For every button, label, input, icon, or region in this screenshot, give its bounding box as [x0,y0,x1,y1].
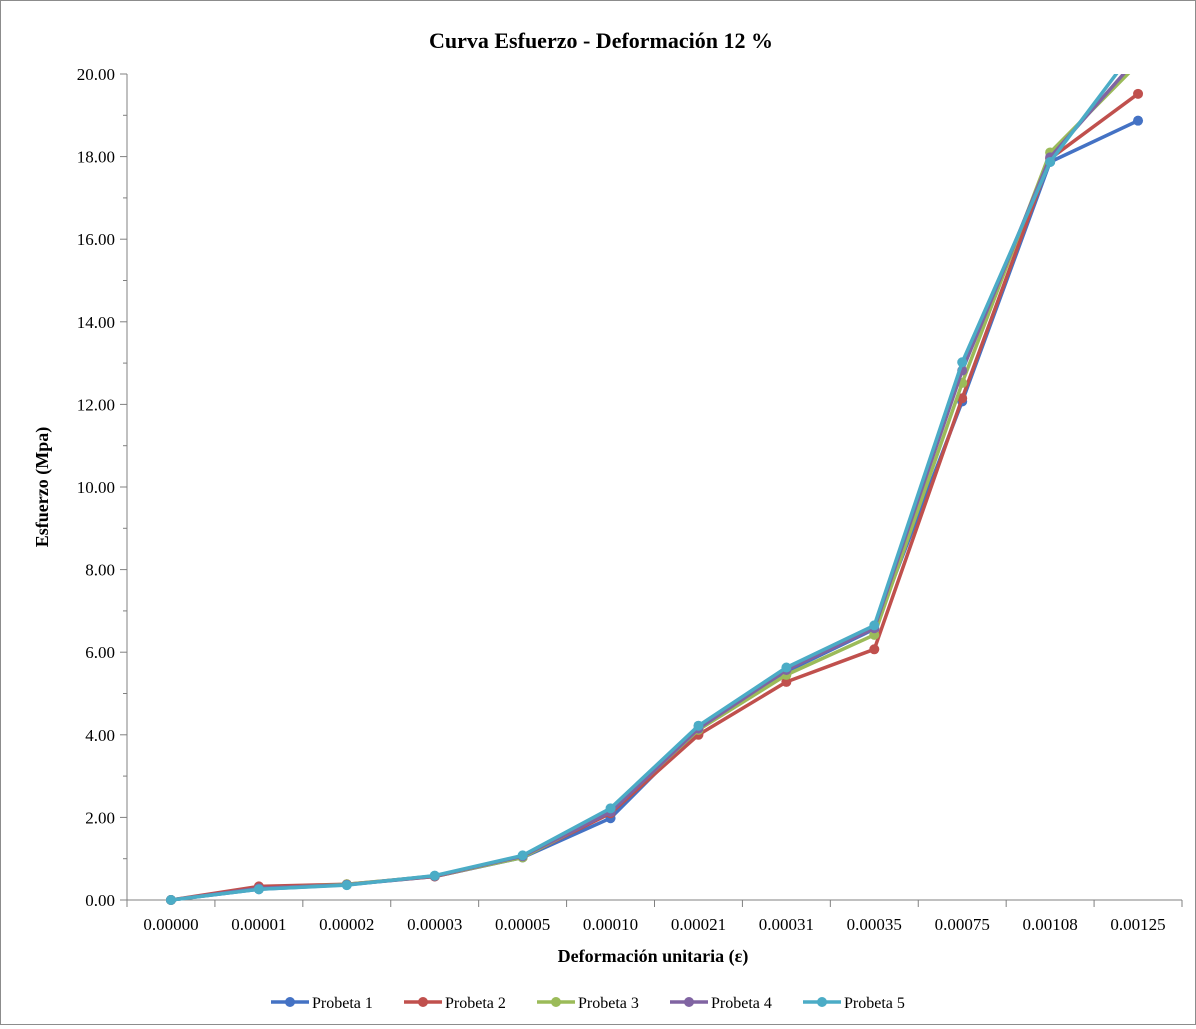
legend-marker-probeta-5 [817,997,827,1007]
chart-title: Curva Esfuerzo - Deformación 12 % [429,28,773,53]
data-point-probeta-5 [253,884,264,895]
data-point-probeta-2 [869,644,880,655]
y-tick-label: 4.00 [85,726,115,745]
data-point-probeta-1 [1133,115,1144,126]
legend: Probeta 1 Probeta 2 Probeta 3 Probeta 4 Prob… [271,995,905,1012]
data-point-probeta-5 [957,357,968,368]
legend-label-probeta-3: Probeta 3 [578,995,639,1012]
legend-label-probeta-4: Probeta 4 [711,995,772,1012]
data-point-probeta-5 [1133,40,1143,50]
y-tick-label: 6.00 [85,643,115,662]
y-tick-label: 8.00 [85,561,115,580]
plot-area [165,40,1144,905]
x-tick-label: 0.00035 [847,915,902,934]
y-tick-label: 20.00 [77,65,115,84]
legend-marker-probeta-2 [418,997,428,1007]
x-tick-label: 0.00021 [671,915,726,934]
data-point-probeta-2 [957,393,968,404]
y-tick-label: 18.00 [77,148,115,167]
legend-marker-probeta-3 [551,997,561,1007]
x-tick-label: 0.00005 [495,915,550,934]
data-point-probeta-5 [517,850,528,861]
legend-marker-probeta-4 [684,997,694,1007]
series-line-probeta-2 [169,92,1140,902]
series-line-probeta-1 [169,118,1140,902]
x-tick-label: 0.00001 [231,915,286,934]
data-point-probeta-5 [165,895,176,905]
x-tick-label: 0.00108 [1023,915,1078,934]
legend-label-probeta-2: Probeta 2 [445,995,506,1012]
data-point-probeta-2 [781,676,792,687]
y-tick-label: 12.00 [77,395,115,414]
legend-marker-probeta-1 [285,997,295,1007]
x-tick-label: 0.00010 [583,915,638,934]
data-point-probeta-5 [869,620,880,631]
x-tick-label: 0.00003 [407,915,462,934]
x-tick-label: 0.00002 [319,915,374,934]
data-point-probeta-2 [1133,88,1144,99]
data-point-probeta-5 [605,803,616,814]
y-tick-label: 16.00 [77,230,115,249]
data-point-probeta-5 [341,880,352,891]
x-tick-label: 0.00031 [759,915,814,934]
x-axis-title: Deformación unitaria (ε) [558,946,749,967]
legend-label-probeta-1: Probeta 1 [312,995,373,1012]
data-point-probeta-5 [781,662,792,673]
x-tick-label: 0.00075 [935,915,990,934]
series-line-probeta-5 [169,74,1119,902]
data-point-probeta-5 [1045,156,1056,167]
x-tick-label: 0.00125 [1110,915,1165,934]
data-point-probeta-5 [429,870,440,881]
data-point-probeta-3 [1133,59,1143,69]
data-point-probeta-5 [693,720,704,731]
y-tick-label: 2.00 [85,808,115,827]
x-tick-label: 0.00000 [143,915,198,934]
y-tick-label: 0.00 [85,891,115,910]
y-axis-title: Esfuerzo (Mpa) [32,427,53,547]
y-tick-label: 10.00 [77,478,115,497]
y-tick-label: 14.00 [77,313,115,332]
legend-label-probeta-5: Probeta 5 [844,995,905,1012]
data-point-probeta-4 [1133,52,1143,62]
axes: 0.00 2.00 4.00 6.00 8.00 10.00 12.00 14.00 16.00… [77,65,1183,934]
